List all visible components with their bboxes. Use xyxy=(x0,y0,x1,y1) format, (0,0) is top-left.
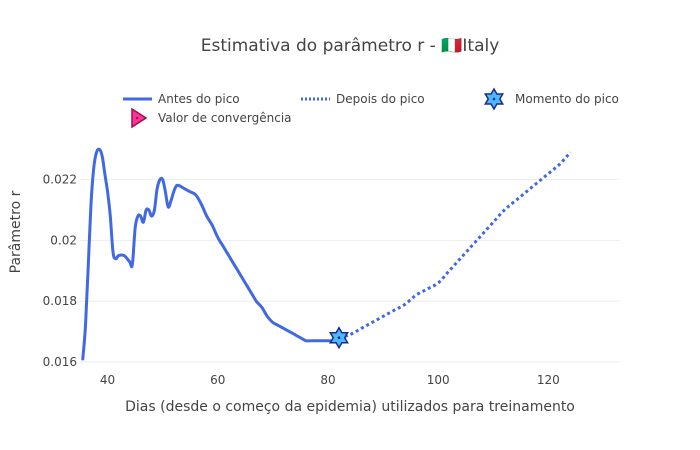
legend-label-antes-do-pico: Antes do pico xyxy=(158,92,240,106)
legend-label-valor-de-convergencia: Valor de convergência xyxy=(158,111,292,125)
y-tick-label: 0.02 xyxy=(50,233,77,247)
legend-hexagram-dot xyxy=(492,97,496,101)
x-axis-ticks: 40 60 80 100 120 xyxy=(100,373,560,387)
legend-triangle-dot xyxy=(135,116,139,120)
x-tick-label: 80 xyxy=(320,373,335,387)
legend-triangle-marker-icon xyxy=(131,107,148,129)
x-axis-title: Dias (desde o começo da epidemia) utiliz… xyxy=(125,399,575,415)
y-axis-title: Parâmetro r xyxy=(8,190,24,273)
x-tick-label: 40 xyxy=(100,373,115,387)
legend-item-valor-de-convergencia[interactable]: Valor de convergência xyxy=(131,107,292,129)
legend-triangle-shape xyxy=(131,107,148,129)
legend-item-antes-do-pico[interactable]: Antes do pico xyxy=(123,92,240,106)
x-tick-label: 100 xyxy=(427,373,450,387)
plot-area xyxy=(81,147,572,361)
chart-title: Estimativa do parâmetro r - 🇮🇹Italy xyxy=(201,36,500,56)
legend-label-depois-do-pico: Depois do pico xyxy=(336,92,425,106)
grid-lines xyxy=(80,179,620,363)
x-tick-label: 120 xyxy=(537,373,560,387)
series-line-depois-do-pico xyxy=(338,151,572,340)
legend-label-momento-do-pico: Momento do pico xyxy=(515,92,619,106)
y-axis-ticks: 0.016 0.018 0.02 0.022 xyxy=(43,173,77,369)
x-tick-label: 60 xyxy=(210,373,225,387)
y-tick-label: 0.022 xyxy=(43,173,77,187)
legend-hexagram-marker-icon xyxy=(483,87,505,111)
y-tick-label: 0.018 xyxy=(43,294,77,308)
peak-marker-dot xyxy=(337,336,341,339)
legend[interactable]: Antes do pico Depois do pico Momento do … xyxy=(123,87,619,129)
y-tick-label: 0.016 xyxy=(43,355,77,369)
series-line-antes-do-pico xyxy=(81,147,341,361)
legend-item-momento-do-pico[interactable]: Momento do pico xyxy=(483,87,619,111)
legend-item-depois-do-pico[interactable]: Depois do pico xyxy=(301,92,425,106)
